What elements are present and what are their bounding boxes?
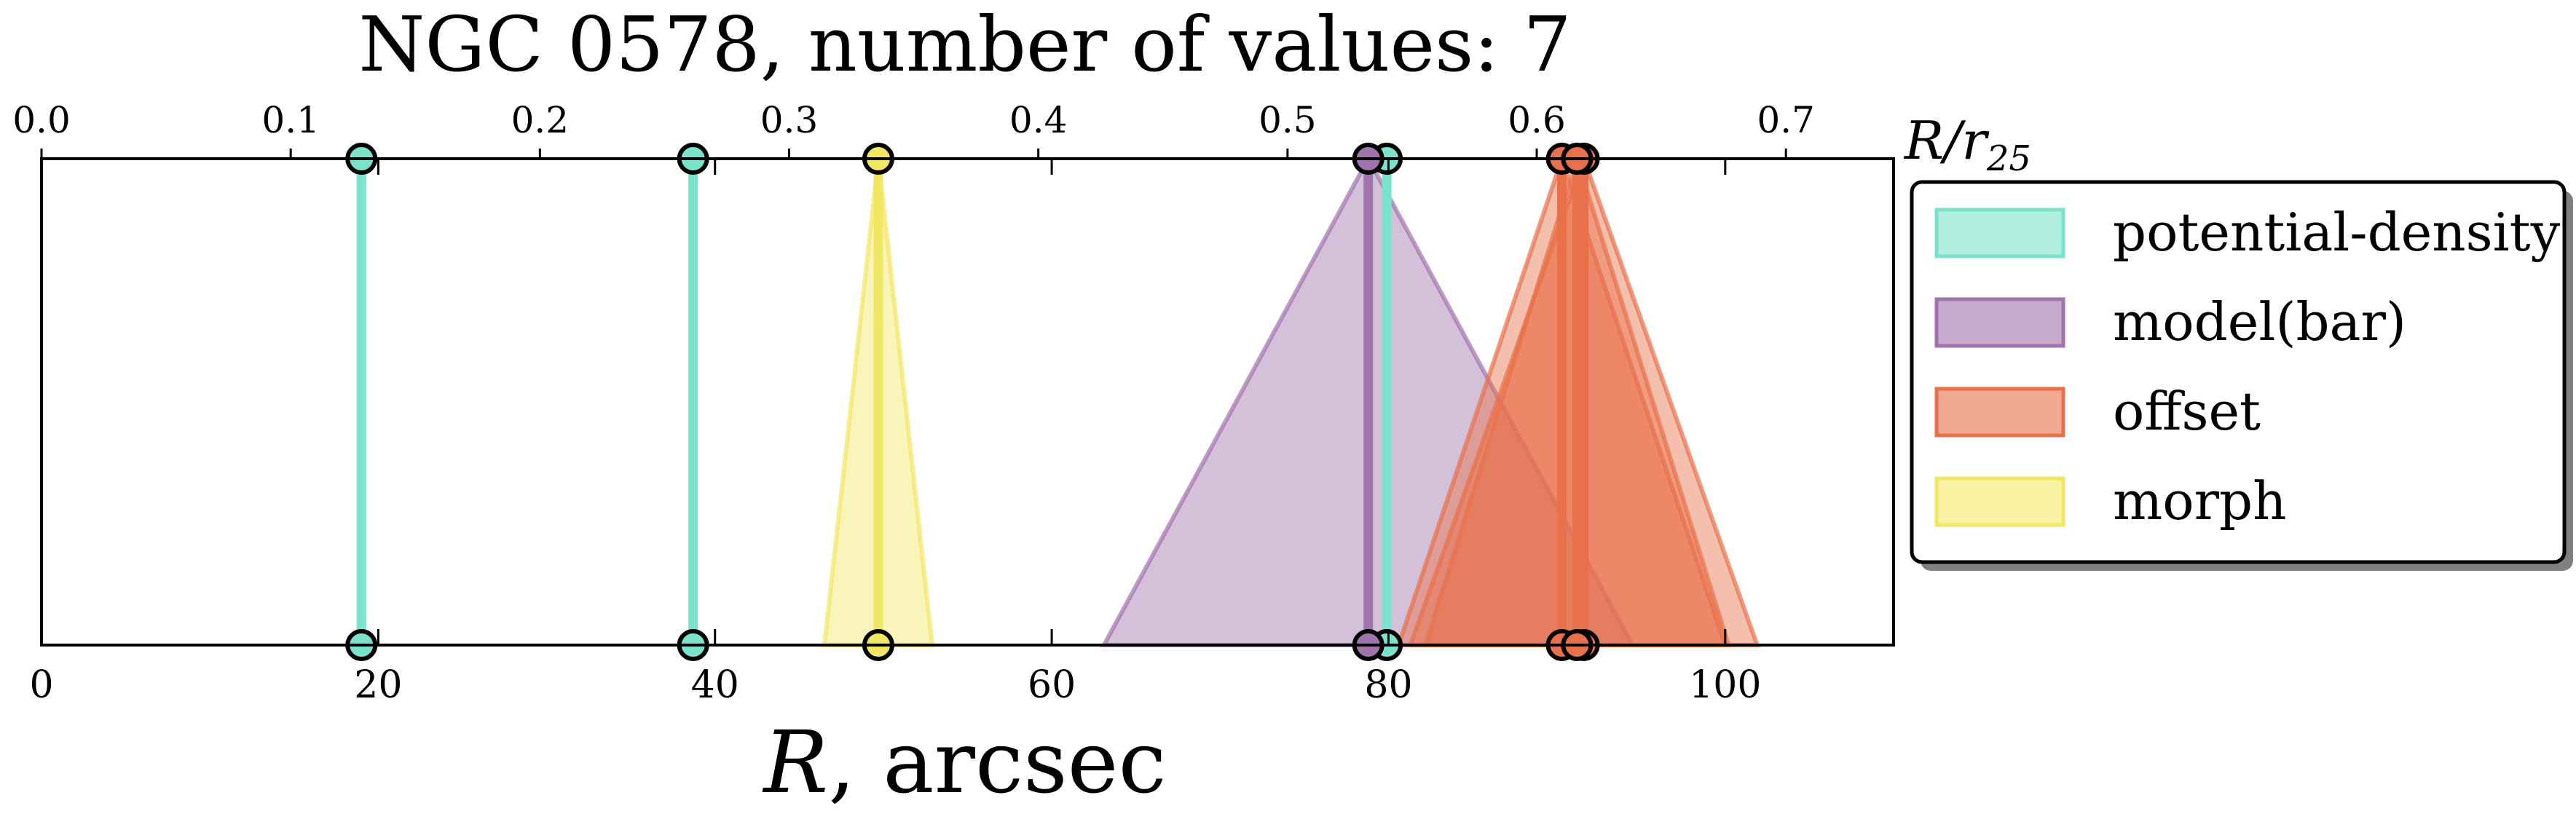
top-x-tick-label: 0.1 — [261, 99, 320, 141]
legend-swatch-morph — [1934, 476, 2065, 527]
plot-area: 0 20 40 60 80 100 0.0 0.1 0.2 0.3 0.4 0.5 0.6 0.7 — [12, 99, 1895, 707]
legend-swatch-model-bar- — [1934, 297, 2065, 348]
x-axis-label-unit: , arcsec — [828, 712, 1166, 813]
legend-swatch-offset — [1934, 387, 2065, 438]
x-tick-label: 80 — [1364, 663, 1412, 707]
legend-label: offset — [2113, 381, 2261, 442]
legend: potential-density model(bar) offset morph — [1910, 180, 2573, 571]
top-x-tick-label: 0.3 — [760, 99, 819, 141]
top-x-tick-label: 0.5 — [1259, 99, 1317, 141]
top-axis-label-main: R/r — [1903, 110, 1989, 171]
top-axis-label-sub: 25 — [1986, 138, 2031, 179]
x-axis-label: R, arcsec — [762, 712, 1166, 813]
top-x-tick-label: 0.4 — [1009, 99, 1068, 141]
x-tick-label: 20 — [354, 663, 402, 707]
legend-label: potential-density — [2113, 202, 2561, 263]
legend-label: morph — [2113, 470, 2287, 531]
top-x-tick-label: 0.6 — [1508, 99, 1566, 141]
x-tick-label: 100 — [1689, 663, 1761, 707]
legend-box — [1910, 180, 2567, 564]
top-x-tick-label: 0.7 — [1757, 99, 1815, 141]
plot-frame — [40, 157, 1895, 647]
x-tick-label: 60 — [1028, 663, 1076, 707]
x-axis-label-symbol: R — [762, 712, 828, 813]
x-tick-label: 40 — [691, 663, 739, 707]
chart-title: NGC 0578, number of values: 7 — [358, 0, 1571, 89]
top-x-tick-label: 0.0 — [12, 99, 71, 141]
legend-label: model(bar) — [2113, 291, 2406, 352]
top-x-tick-label: 0.2 — [511, 99, 570, 141]
legend-swatch-potential-density — [1934, 208, 2065, 258]
top-axis-label: R/r25 — [1903, 110, 2031, 179]
x-tick-label: 0 — [29, 663, 53, 707]
